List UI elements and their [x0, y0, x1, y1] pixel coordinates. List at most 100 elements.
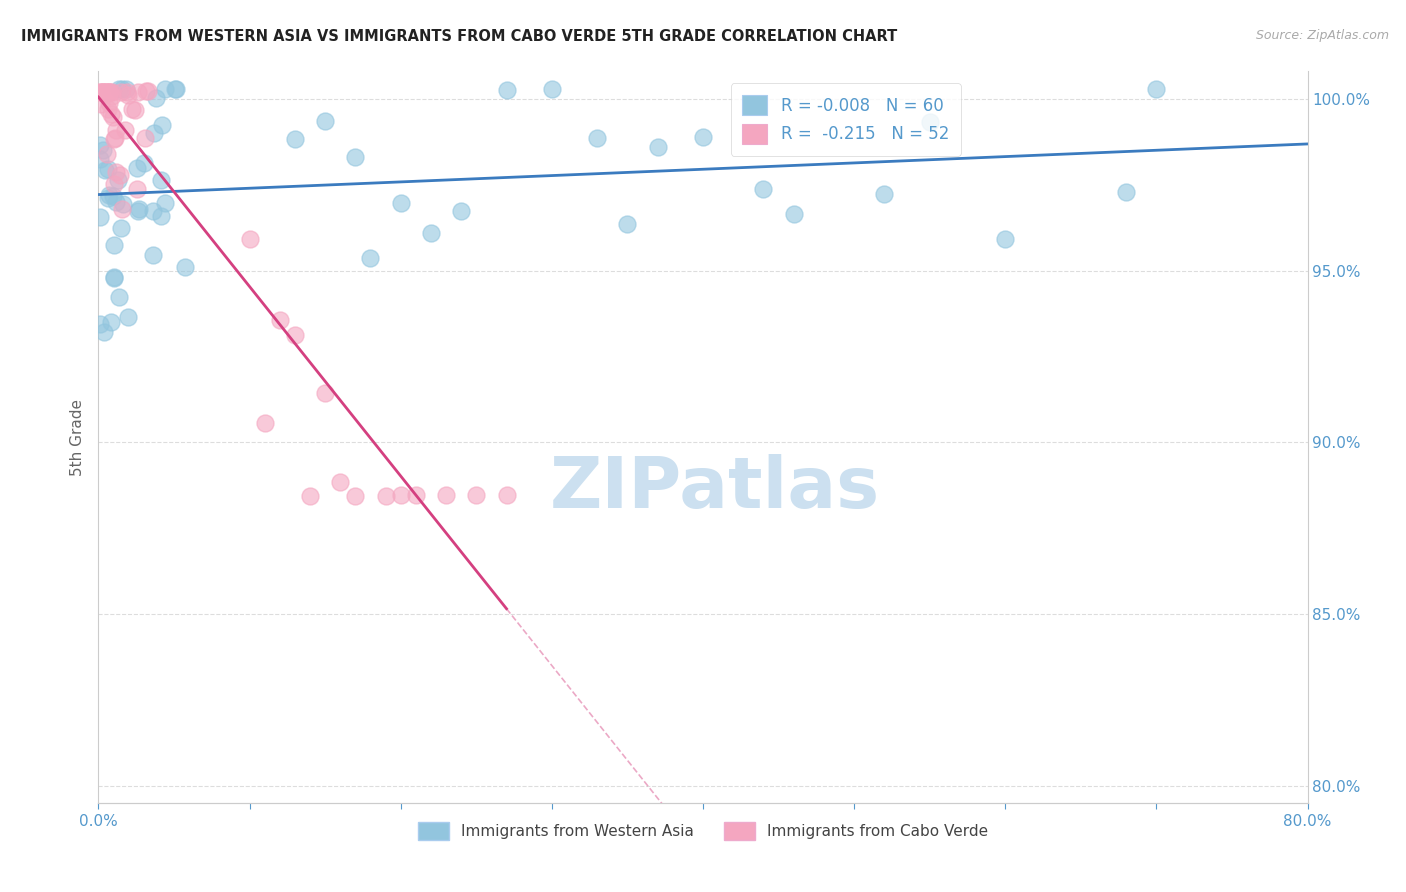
Point	[91, 143, 114, 157]
Point	[98, 96, 121, 111]
Point	[103, 178, 125, 192]
Point	[98, 85, 121, 99]
Point	[389, 488, 412, 502]
Point	[101, 110, 124, 124]
Point	[132, 156, 155, 170]
Point	[103, 238, 125, 252]
Point	[125, 161, 148, 175]
Point	[105, 194, 128, 209]
Point	[752, 182, 775, 196]
Point	[450, 203, 472, 218]
Point	[1115, 186, 1137, 200]
Point	[127, 85, 149, 99]
Point	[269, 313, 291, 327]
Point	[284, 131, 307, 145]
Point	[616, 217, 638, 231]
Point	[142, 126, 165, 140]
Point	[150, 118, 173, 132]
Point	[420, 226, 443, 240]
Point	[100, 85, 122, 99]
Point	[89, 152, 111, 166]
Point	[314, 386, 336, 401]
Point	[465, 488, 488, 502]
Point	[97, 188, 120, 202]
Point	[135, 85, 157, 99]
Point	[329, 475, 352, 489]
Point	[89, 85, 111, 99]
Point	[136, 84, 159, 98]
Point	[149, 173, 172, 187]
Point	[93, 85, 115, 99]
Point	[98, 85, 121, 99]
Point	[114, 123, 136, 137]
Point	[103, 132, 125, 146]
Point	[89, 318, 111, 332]
Point	[918, 115, 941, 129]
Point	[91, 85, 114, 99]
Point	[94, 85, 117, 99]
Y-axis label: 5th Grade: 5th Grade	[70, 399, 86, 475]
Point	[344, 489, 367, 503]
Point	[97, 162, 120, 177]
Point	[108, 289, 131, 303]
Point	[153, 81, 176, 95]
Point	[103, 271, 125, 285]
Point	[142, 204, 165, 219]
Point	[97, 85, 120, 99]
Point	[100, 107, 122, 121]
Point	[127, 203, 149, 218]
Point	[89, 210, 111, 224]
Text: IMMIGRANTS FROM WESTERN ASIA VS IMMIGRANTS FROM CABO VERDE 5TH GRADE CORRELATION: IMMIGRANTS FROM WESTERN ASIA VS IMMIGRAN…	[21, 29, 897, 44]
Point	[374, 489, 396, 503]
Point	[284, 328, 307, 343]
Point	[314, 113, 336, 128]
Point	[405, 488, 427, 502]
Point	[239, 232, 262, 246]
Point	[89, 138, 111, 153]
Point	[110, 85, 132, 99]
Point	[434, 488, 457, 502]
Point	[112, 197, 135, 211]
Point	[100, 88, 122, 103]
Point	[115, 85, 138, 99]
Point	[107, 173, 129, 187]
Point	[165, 81, 187, 95]
Point	[101, 188, 124, 202]
Point	[111, 81, 134, 95]
Point	[93, 325, 115, 339]
Point	[107, 81, 129, 95]
Point	[128, 202, 150, 217]
Point	[117, 310, 139, 325]
Point	[104, 122, 127, 136]
Point	[103, 270, 125, 285]
Point	[540, 81, 562, 95]
Point	[96, 147, 118, 161]
Point	[873, 186, 896, 201]
Point	[89, 85, 111, 99]
Point	[165, 81, 187, 95]
Point	[586, 130, 609, 145]
Point	[692, 130, 714, 145]
Point	[90, 97, 112, 112]
Point	[110, 220, 132, 235]
Point	[647, 139, 669, 153]
Point	[253, 416, 276, 430]
Point	[1144, 81, 1167, 95]
Point	[91, 85, 114, 99]
Text: ZIPatlas: ZIPatlas	[550, 454, 880, 523]
Point	[104, 131, 127, 145]
Point	[994, 232, 1017, 246]
Point	[111, 202, 134, 217]
Text: Source: ZipAtlas.com: Source: ZipAtlas.com	[1256, 29, 1389, 42]
Point	[360, 251, 382, 265]
Point	[100, 315, 122, 329]
Point	[97, 102, 120, 116]
Point	[93, 85, 115, 99]
Point	[117, 87, 139, 102]
Point	[145, 91, 167, 105]
Point	[121, 102, 143, 116]
Point	[149, 209, 172, 223]
Point	[389, 195, 412, 210]
Point	[127, 182, 149, 196]
Point	[344, 150, 367, 164]
